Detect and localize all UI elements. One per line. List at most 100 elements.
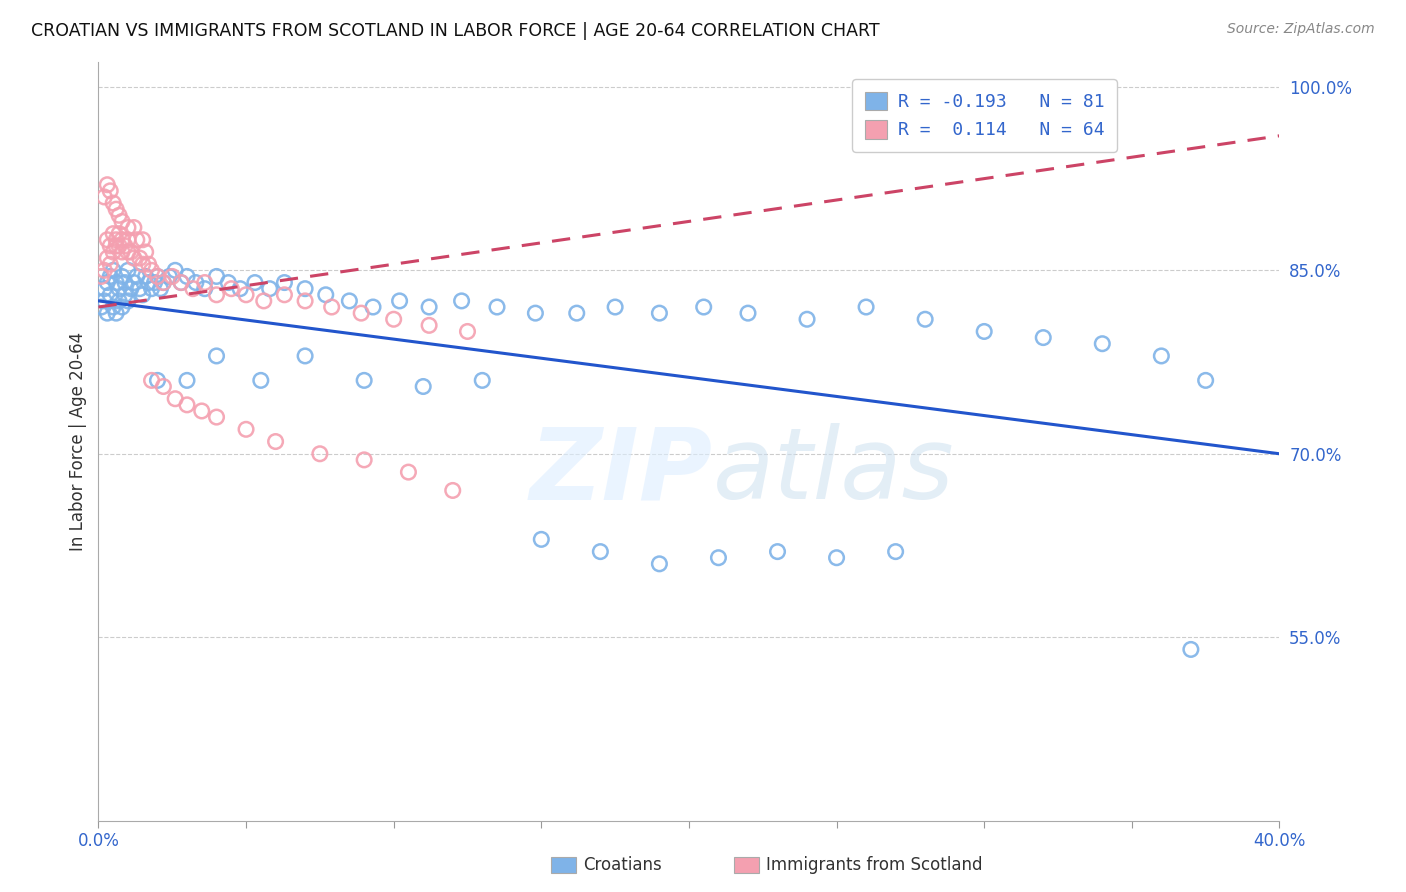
Point xyxy=(128,282,150,296)
Point xyxy=(152,276,174,290)
Point xyxy=(125,233,148,247)
Point xyxy=(165,263,187,277)
Point xyxy=(103,300,125,314)
Point xyxy=(146,373,169,387)
Point xyxy=(321,300,343,314)
Point xyxy=(128,251,150,265)
Point xyxy=(90,269,112,284)
Point xyxy=(339,293,361,308)
Point xyxy=(120,282,142,296)
Point xyxy=(235,287,257,301)
Point xyxy=(605,300,627,314)
Point xyxy=(693,300,716,314)
Point xyxy=(105,202,128,217)
Text: atlas: atlas xyxy=(713,424,955,520)
Point xyxy=(350,306,373,320)
Point xyxy=(120,244,142,259)
Point xyxy=(1150,349,1173,363)
Point xyxy=(217,276,239,290)
Point xyxy=(108,293,131,308)
Point xyxy=(398,465,420,479)
Point xyxy=(165,392,187,406)
Point xyxy=(855,300,877,314)
Point xyxy=(264,434,287,449)
Point xyxy=(412,379,434,393)
Point xyxy=(524,306,547,320)
Point xyxy=(914,312,936,326)
Point xyxy=(114,239,136,253)
Point xyxy=(111,233,134,247)
Point xyxy=(441,483,464,498)
Point xyxy=(205,287,228,301)
Point xyxy=(184,276,207,290)
Point xyxy=(111,214,134,228)
Point xyxy=(103,196,125,211)
Point xyxy=(737,306,759,320)
Point xyxy=(93,293,115,308)
Point xyxy=(243,276,266,290)
Point xyxy=(176,373,198,387)
Point xyxy=(353,453,375,467)
Point xyxy=(132,287,155,301)
Point xyxy=(93,263,115,277)
Point xyxy=(884,544,907,558)
Point xyxy=(766,544,789,558)
Point xyxy=(98,184,121,198)
Point xyxy=(96,306,118,320)
Point xyxy=(589,544,612,558)
Legend: R = -0.193   N = 81, R =  0.114   N = 64: R = -0.193 N = 81, R = 0.114 N = 64 xyxy=(852,79,1116,152)
Point xyxy=(648,557,671,571)
Point xyxy=(205,269,228,284)
Point xyxy=(471,373,494,387)
Text: ZIP: ZIP xyxy=(530,424,713,520)
Point xyxy=(353,373,375,387)
Point xyxy=(117,263,139,277)
Text: Source: ZipAtlas.com: Source: ZipAtlas.com xyxy=(1227,22,1375,37)
Point xyxy=(93,282,115,296)
Point xyxy=(103,244,125,259)
Point xyxy=(141,263,163,277)
Point xyxy=(294,293,316,308)
Point xyxy=(205,410,228,425)
Point xyxy=(181,282,204,296)
Point xyxy=(162,269,183,284)
Point xyxy=(1091,336,1114,351)
Point xyxy=(132,257,155,271)
Point xyxy=(105,306,128,320)
Point xyxy=(648,306,671,320)
Point xyxy=(194,276,217,290)
Point xyxy=(105,276,128,290)
Point xyxy=(309,447,332,461)
Point xyxy=(146,269,169,284)
Point xyxy=(170,276,193,290)
Point xyxy=(973,325,995,339)
Point xyxy=(111,269,134,284)
Point xyxy=(98,239,121,253)
Point xyxy=(96,178,118,192)
Point xyxy=(418,318,440,333)
Point xyxy=(125,269,148,284)
Point xyxy=(108,227,131,241)
Point xyxy=(146,269,169,284)
Point xyxy=(418,300,440,314)
Point xyxy=(117,244,139,259)
Point xyxy=(450,293,472,308)
Point xyxy=(707,550,730,565)
Point xyxy=(108,239,131,253)
Point xyxy=(388,293,411,308)
Point xyxy=(294,282,316,296)
Point xyxy=(361,300,384,314)
Point xyxy=(486,300,509,314)
Point xyxy=(103,263,125,277)
Point xyxy=(96,233,118,247)
Point xyxy=(259,282,281,296)
Point xyxy=(138,276,160,290)
Point xyxy=(143,276,166,290)
Point xyxy=(98,257,121,271)
Point xyxy=(273,276,295,290)
Point xyxy=(141,282,163,296)
Point xyxy=(457,325,479,339)
Point xyxy=(825,550,848,565)
Point xyxy=(98,269,121,284)
Point xyxy=(530,533,553,547)
